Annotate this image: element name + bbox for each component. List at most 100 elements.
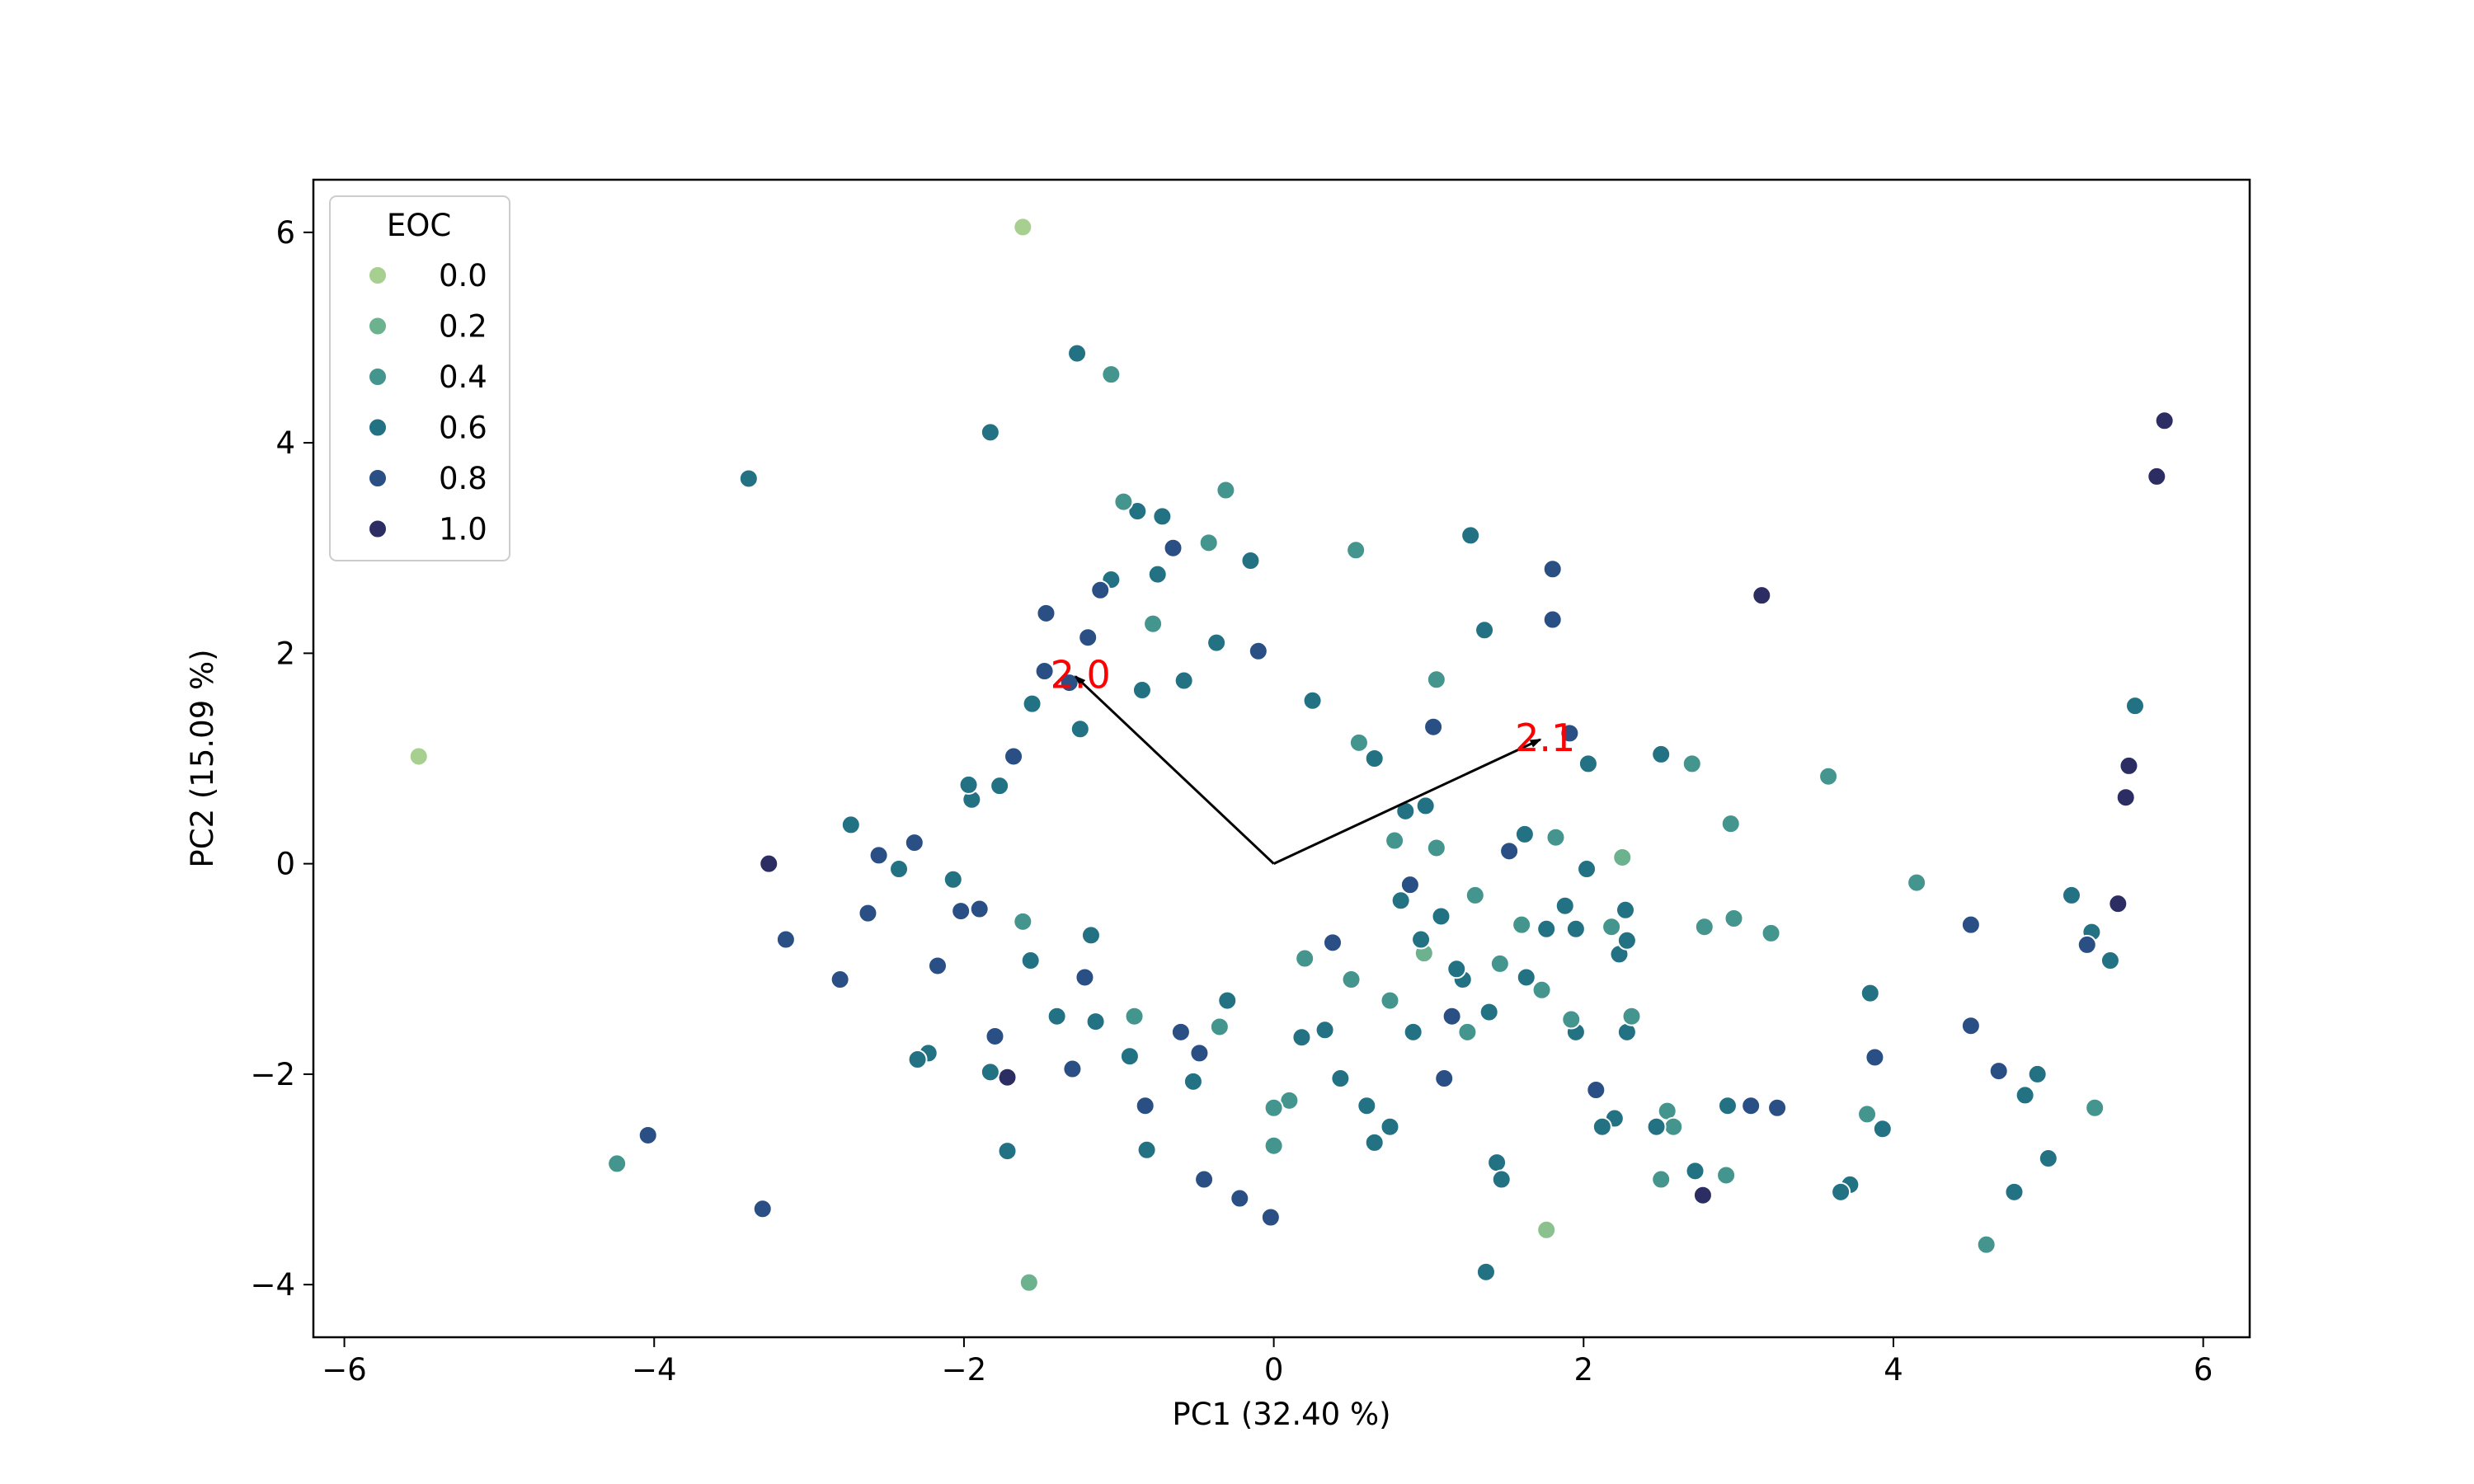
data-point bbox=[1075, 967, 1095, 988]
data-point bbox=[1457, 1021, 1478, 1042]
data-point bbox=[1330, 1068, 1351, 1089]
data-point bbox=[1198, 533, 1219, 553]
data-point bbox=[1004, 746, 1024, 767]
data-point bbox=[1616, 930, 1637, 951]
data-point bbox=[980, 422, 1000, 443]
data-point bbox=[1831, 1181, 1851, 1202]
data-point bbox=[1865, 1047, 1885, 1068]
data-point bbox=[1302, 690, 1323, 711]
data-point bbox=[1860, 983, 1880, 1003]
data-point bbox=[1446, 959, 1467, 979]
data-point bbox=[1602, 917, 1622, 937]
data-point bbox=[1206, 632, 1227, 653]
data-point bbox=[1752, 585, 1772, 606]
y-tick-label: 4 bbox=[275, 425, 295, 461]
data-point bbox=[1565, 918, 1586, 939]
data-point bbox=[2027, 1064, 2048, 1084]
data-point bbox=[1818, 766, 1839, 787]
x-tick-label: 6 bbox=[2194, 1352, 2213, 1388]
data-point bbox=[2085, 1097, 2105, 1118]
data-point bbox=[1475, 1261, 1496, 1282]
data-point bbox=[1295, 948, 1315, 969]
data-point bbox=[1663, 1116, 1684, 1137]
data-point bbox=[1907, 872, 1927, 893]
data-point bbox=[1013, 911, 1033, 932]
data-point bbox=[1561, 1009, 1582, 1030]
data-point bbox=[1194, 1169, 1215, 1190]
data-point bbox=[1694, 917, 1714, 937]
data-point bbox=[1124, 1006, 1145, 1026]
data-point bbox=[1586, 1080, 1606, 1101]
data-point bbox=[1578, 754, 1598, 774]
data-point bbox=[1346, 540, 1366, 561]
y-axis-label: PC2 (15.09 %) bbox=[185, 649, 220, 867]
data-point bbox=[1143, 613, 1164, 634]
y-tick-label: −2 bbox=[250, 1057, 295, 1092]
data-point bbox=[1390, 890, 1411, 911]
data-point bbox=[1364, 749, 1385, 768]
data-point bbox=[1380, 1116, 1400, 1137]
data-point bbox=[958, 774, 979, 795]
x-tick-label: 4 bbox=[1884, 1352, 1903, 1388]
legend-marker bbox=[368, 468, 388, 488]
y-tick-label: 2 bbox=[275, 636, 295, 671]
data-point bbox=[858, 903, 878, 923]
data-point bbox=[997, 1141, 1018, 1162]
data-point bbox=[408, 746, 429, 767]
data-point bbox=[1240, 551, 1261, 571]
data-point bbox=[759, 853, 779, 874]
data-point bbox=[1163, 538, 1183, 558]
scatter-points bbox=[408, 217, 2175, 1293]
data-point bbox=[1857, 1104, 1878, 1125]
data-point bbox=[1291, 1027, 1312, 1048]
y-tick-label: 6 bbox=[275, 215, 295, 251]
data-point bbox=[1119, 1046, 1140, 1067]
data-point bbox=[1113, 491, 1134, 512]
data-point bbox=[990, 776, 1010, 796]
data-point bbox=[1426, 838, 1446, 858]
data-point bbox=[1487, 1153, 1507, 1173]
data-point bbox=[907, 1050, 928, 1070]
data-point bbox=[1554, 895, 1575, 916]
data-point bbox=[1720, 814, 1741, 834]
data-point bbox=[1512, 914, 1532, 935]
data-point bbox=[2124, 696, 2145, 716]
data-point bbox=[1872, 1119, 1893, 1139]
data-point bbox=[1536, 1219, 1557, 1240]
data-point bbox=[1322, 932, 1343, 953]
data-point bbox=[1380, 990, 1400, 1011]
data-point bbox=[1217, 990, 1238, 1011]
data-point bbox=[2100, 951, 2120, 971]
legend-label: 0.8 bbox=[439, 461, 487, 496]
legend-marker bbox=[368, 519, 388, 539]
data-point bbox=[1646, 1116, 1667, 1137]
data-point bbox=[1692, 1185, 1713, 1205]
data-point bbox=[980, 1062, 1000, 1082]
y-axis-ticks: −4 −2 0 2 4 6 bbox=[250, 215, 313, 1303]
data-point bbox=[1465, 885, 1485, 905]
data-point bbox=[1767, 1097, 1788, 1118]
data-point bbox=[2077, 934, 2097, 955]
data-point bbox=[1341, 970, 1362, 990]
data-point bbox=[1364, 1132, 1385, 1153]
data-point bbox=[738, 468, 759, 489]
data-point bbox=[2108, 894, 2128, 914]
data-point bbox=[1423, 716, 1444, 737]
data-point bbox=[1592, 1116, 1612, 1137]
data-point bbox=[1209, 1017, 1230, 1037]
data-point bbox=[1036, 603, 1056, 623]
data-point bbox=[1514, 824, 1535, 844]
data-point bbox=[1357, 1096, 1377, 1116]
data-point bbox=[1559, 723, 1580, 744]
data-point bbox=[2061, 885, 2081, 905]
data-point bbox=[1248, 641, 1268, 661]
data-point bbox=[2154, 411, 2175, 431]
data-point bbox=[1516, 967, 1536, 988]
data-point bbox=[2038, 1148, 2058, 1169]
data-point bbox=[1085, 1012, 1106, 1032]
x-tick-label: −6 bbox=[322, 1352, 367, 1388]
loading-label: 2.1 bbox=[1515, 716, 1575, 760]
data-point bbox=[1170, 1021, 1191, 1042]
legend-marker bbox=[368, 316, 388, 336]
